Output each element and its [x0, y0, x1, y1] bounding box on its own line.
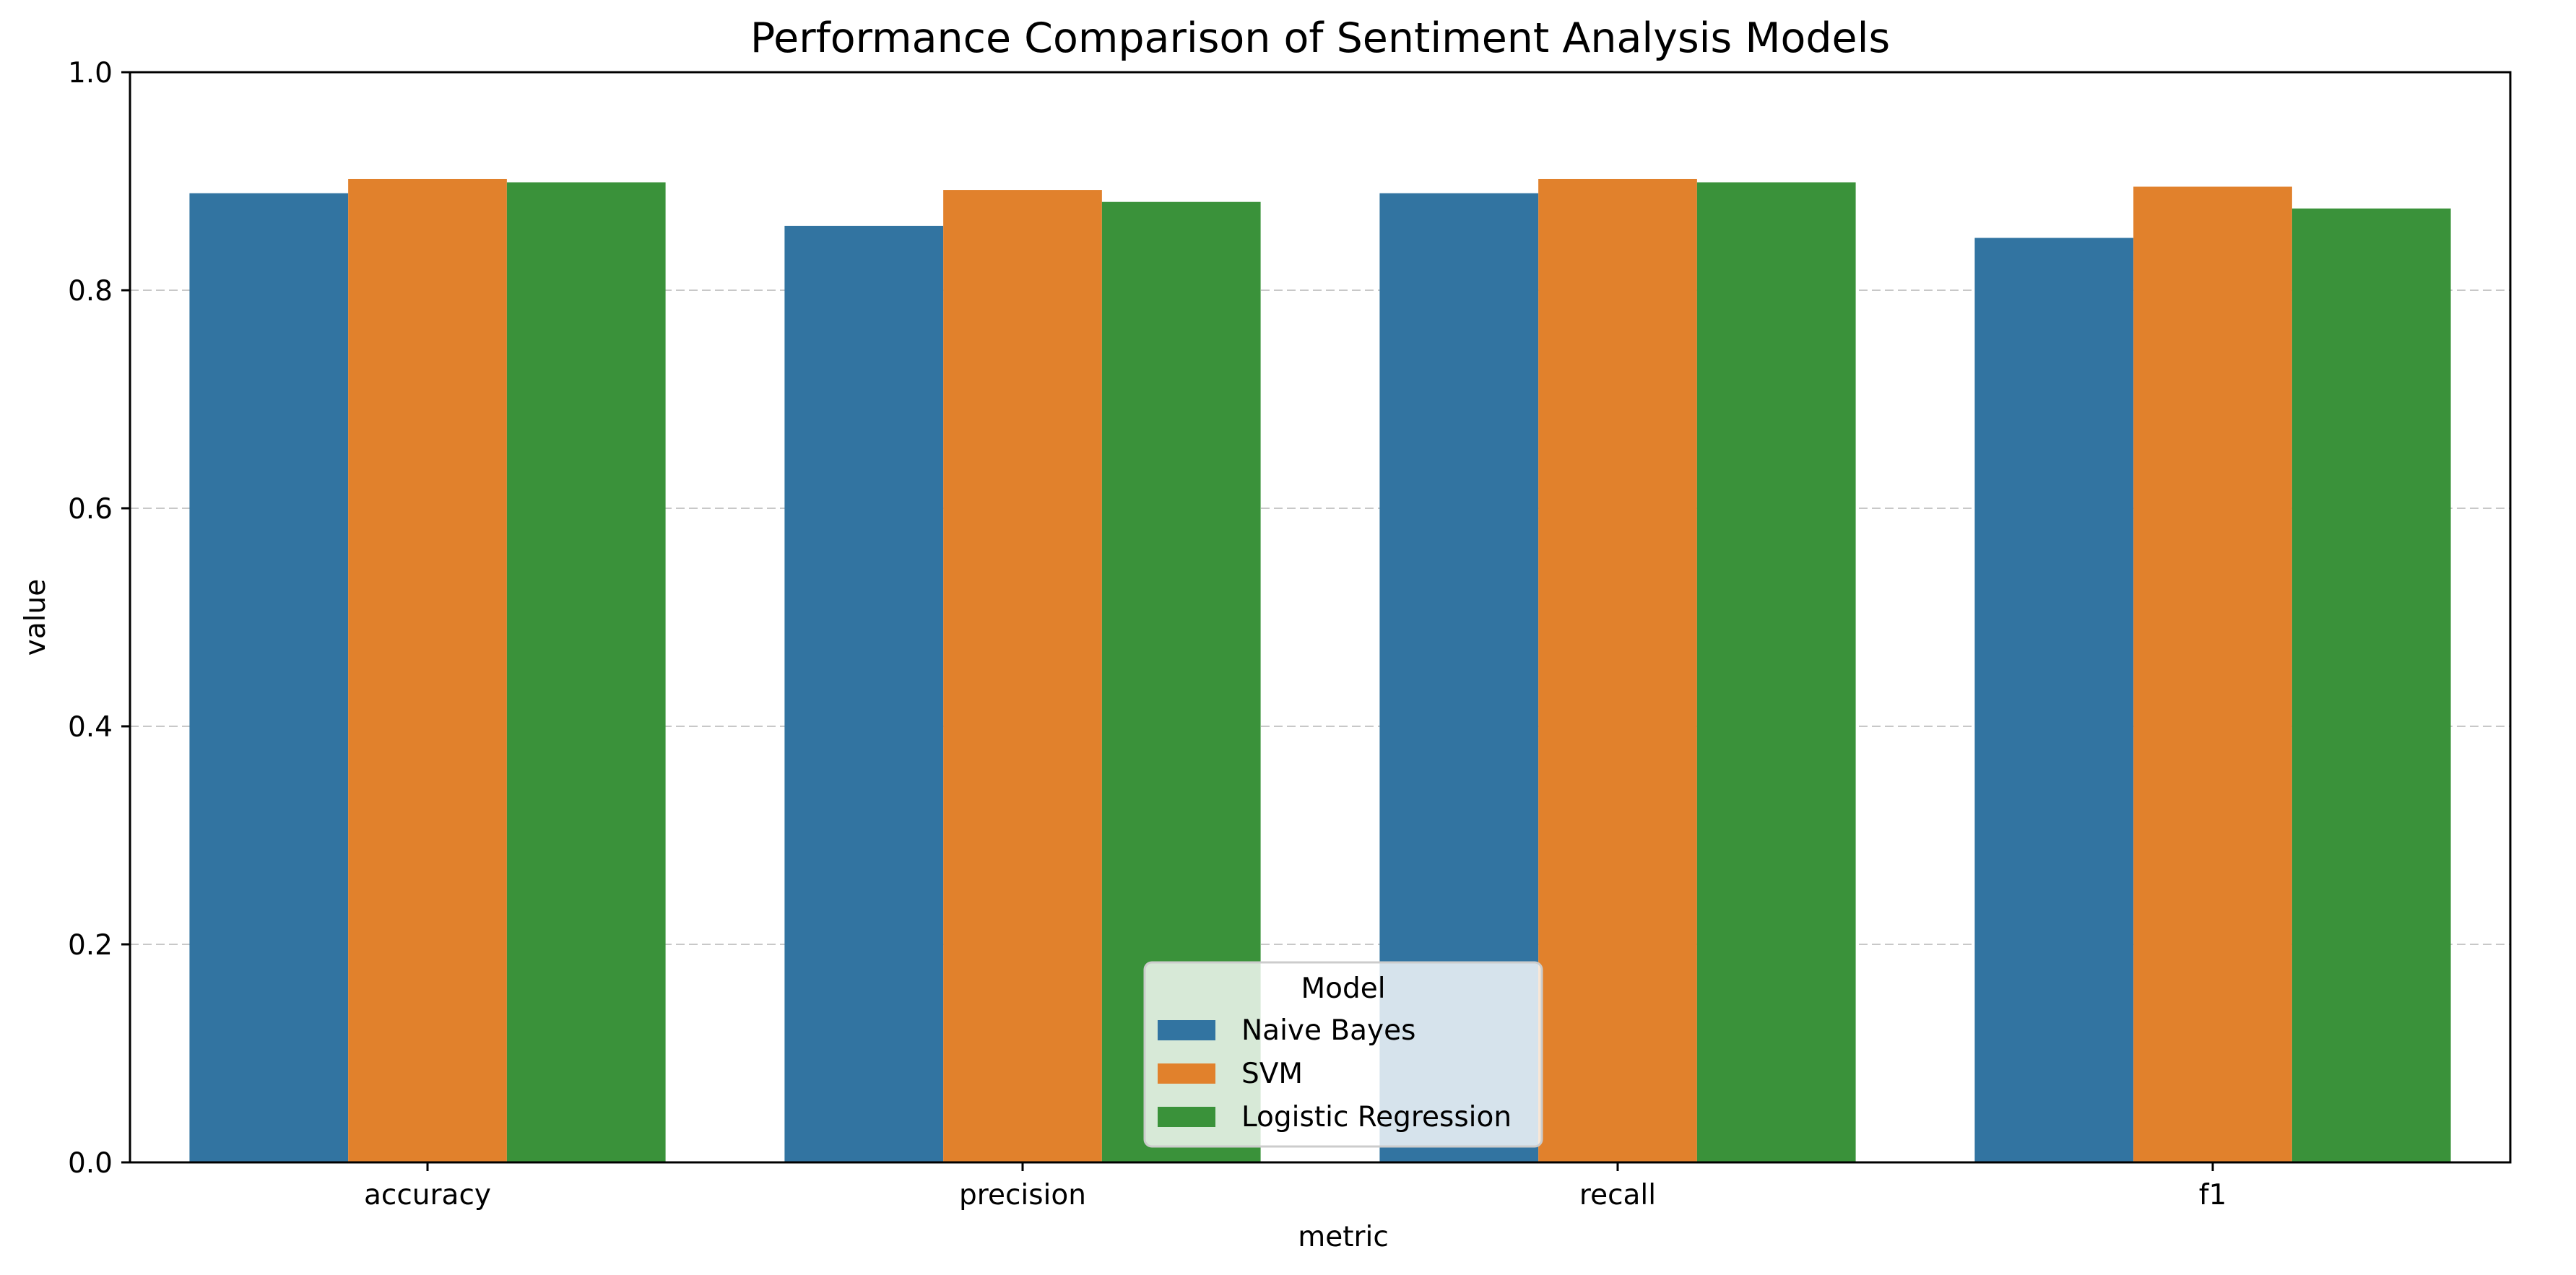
bar — [2291, 208, 2451, 1162]
legend-swatch — [1158, 1107, 1215, 1127]
legend: Model Naive Bayes SVM Logistic Regression — [1143, 961, 1543, 1148]
bar — [2133, 186, 2292, 1162]
legend-label: Naive Bayes — [1241, 1014, 1415, 1047]
x-tick-label: recall — [1579, 1179, 1656, 1211]
plot-frame — [129, 71, 2512, 1164]
y-tick-label: 0.6 — [68, 493, 113, 526]
legend-frame — [1143, 961, 1543, 1148]
x-tick-label: accuracy — [364, 1179, 491, 1211]
bar — [189, 193, 349, 1162]
bar — [1696, 182, 1856, 1162]
y-tick-label: 0.2 — [68, 929, 113, 962]
legend-items: Naive Bayes SVM Logistic Regression — [1158, 1014, 1512, 1133]
legend-label: SVM — [1241, 1058, 1303, 1090]
x-axis-label: metric — [1298, 1221, 1389, 1253]
bar — [943, 190, 1102, 1163]
legend-swatch — [1158, 1020, 1215, 1040]
x-axis-ticks: accuracy precision recall f1 — [364, 1162, 2226, 1211]
x-tick-label: f1 — [2199, 1179, 2227, 1211]
y-tick-label: 0.4 — [68, 711, 113, 744]
legend-label: Logistic Regression — [1241, 1101, 1512, 1133]
bars — [189, 178, 2451, 1163]
y-axis-ticks: 0.0 0.2 0.4 0.6 0.8 1.0 — [68, 57, 130, 1180]
legend-swatch — [1158, 1063, 1215, 1084]
y-tick-label: 1.0 — [68, 57, 113, 90]
bar — [506, 182, 666, 1162]
y-axis-label: value — [19, 579, 52, 656]
y-tick-label: 0.8 — [68, 275, 113, 308]
bar — [348, 178, 507, 1163]
x-tick-label: precision — [959, 1179, 1086, 1211]
legend-title: Model — [1301, 972, 1385, 1005]
chart-title: Performance Comparison of Sentiment Anal… — [750, 14, 1890, 62]
bar — [1974, 238, 2134, 1162]
bar — [784, 225, 944, 1162]
y-tick-label: 0.0 — [68, 1147, 113, 1180]
bar — [1538, 178, 1697, 1163]
